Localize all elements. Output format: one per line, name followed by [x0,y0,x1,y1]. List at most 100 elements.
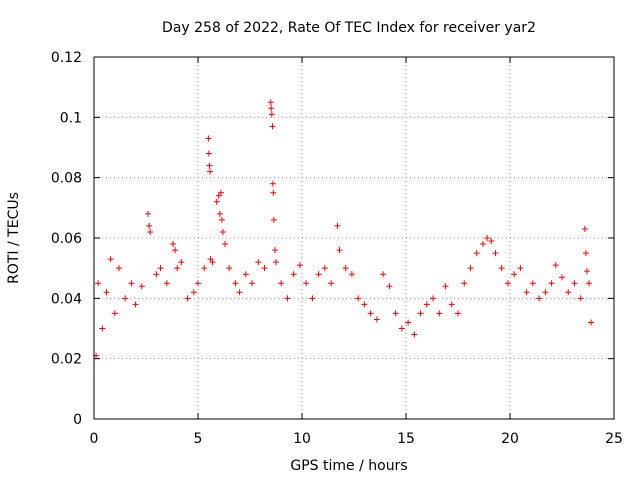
data-point [170,241,177,248]
data-point [290,271,297,278]
data-point [336,247,343,254]
data-point [138,283,145,290]
data-point [565,289,572,296]
y-tick-label: 0.04 [51,291,82,307]
data-point [517,265,524,272]
data-point [348,271,355,278]
grid-lines [94,57,614,419]
data-point [577,295,584,302]
data-point [479,241,486,248]
data-point [269,123,276,130]
x-tick-label: 10 [293,431,311,447]
data-point [436,310,443,317]
data-point [216,210,223,217]
data-point [269,180,276,187]
x-tick-label: 0 [90,431,99,447]
data-point [342,265,349,272]
data-point [284,295,291,302]
data-point [455,310,461,317]
data-point [411,331,418,338]
y-tick-label: 0.08 [51,171,82,187]
data-point [548,280,555,287]
y-tick-label: 0 [73,412,82,428]
data-point [146,222,153,229]
data-point [296,262,303,269]
data-point [111,310,118,317]
data-point [163,280,170,287]
data-point [315,271,322,278]
data-point [242,271,249,278]
data-point [222,241,229,248]
data-point [588,319,595,326]
data-point [153,271,160,278]
data-point [498,265,505,272]
data-point [417,310,424,317]
data-point [255,259,262,266]
data-point [145,210,152,217]
data-point [361,301,368,308]
data-point [461,280,468,287]
data-point [184,295,191,302]
data-point [261,265,268,272]
data-point [174,265,181,272]
data-point [529,280,536,287]
x-tick-label: 5 [194,431,203,447]
data-point [583,268,590,275]
data-point [380,271,387,278]
data-point [552,262,559,269]
data-point [405,319,412,326]
y-tick-label: 0.02 [51,352,82,368]
data-point [99,325,106,332]
data-point [122,295,129,302]
data-point [147,228,154,235]
data-point [268,111,275,118]
data-point [232,280,239,287]
y-tick-label: 0.12 [51,50,82,66]
x-tick-label: 15 [397,431,415,447]
data-point [207,168,214,175]
data-point [95,280,102,287]
chart-title: Day 258 of 2022, Rate Of TEC Index for r… [162,20,536,36]
data-point [205,150,212,157]
data-point [107,256,114,263]
data-points [93,99,595,359]
x-axis-label: GPS time / hours [290,458,407,474]
plot-frame [93,56,615,420]
data-point [511,271,518,278]
data-point [271,247,278,254]
data-point [386,283,393,290]
y-tick-label: 0.1 [60,110,82,126]
data-point [207,256,214,263]
data-point [157,265,164,272]
data-point [542,289,549,296]
data-point [430,295,437,302]
data-point [328,280,335,287]
data-point [355,295,362,302]
data-point [367,310,374,317]
x-tick-label: 20 [501,431,519,447]
data-point [423,301,430,308]
data-point [473,250,480,257]
data-point [206,162,213,169]
y-tick-label: 0.06 [51,231,82,247]
data-point [392,310,399,317]
data-point [128,280,135,287]
axis-ticks: 0 5 10 15 20 25 0 0.02 0.04 0.06 0.08 0.1 0.12 [51,50,623,447]
data-point [334,222,341,229]
data-point [492,250,499,257]
data-point [218,216,225,223]
data-point [219,228,226,235]
data-point [205,135,212,142]
data-point [115,265,122,272]
data-point [278,280,285,287]
data-point [190,289,197,296]
data-point [236,289,243,296]
data-point [309,295,316,302]
data-point [303,280,310,287]
data-point [132,301,139,308]
data-point [215,192,222,199]
data-point [373,316,380,323]
x-tick-label: 25 [605,431,623,447]
data-point [504,280,511,287]
data-point [398,325,405,332]
